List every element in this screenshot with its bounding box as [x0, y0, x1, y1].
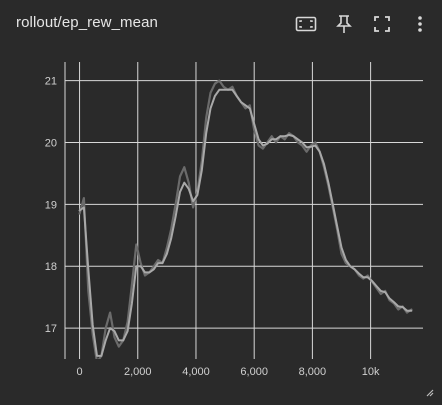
pin-icon[interactable] — [332, 12, 356, 36]
fullscreen-icon[interactable] — [370, 12, 394, 36]
y-tick-label: 18 — [45, 261, 57, 273]
chart-title: rollout/ep_rew_mean — [16, 14, 158, 31]
x-tick-label: 4,000 — [182, 366, 210, 378]
x-tick-label: 8,000 — [299, 366, 327, 378]
fit-to-data-icon[interactable] — [294, 12, 318, 36]
more-vert-icon[interactable] — [408, 12, 432, 36]
x-tick-label: 10k — [362, 366, 380, 378]
y-tick-label: 20 — [45, 137, 57, 149]
chart-toolbar — [294, 8, 432, 40]
smoothed-series-line — [78, 88, 413, 357]
y-tick-label: 17 — [45, 323, 57, 335]
grid — [65, 62, 423, 359]
y-tick-label: 21 — [45, 76, 57, 88]
x-tick-label: 2,000 — [124, 366, 152, 378]
series-group — [78, 79, 413, 359]
y-tick-label: 19 — [45, 199, 57, 211]
axes: 0 2,000 4,000 6,000 8,000 10k 17 18 19 20 21 — [45, 62, 380, 378]
x-tick-label: 6,000 — [240, 366, 268, 378]
resize-handle-icon[interactable] — [424, 387, 434, 397]
x-tick-label: 0 — [76, 366, 82, 378]
